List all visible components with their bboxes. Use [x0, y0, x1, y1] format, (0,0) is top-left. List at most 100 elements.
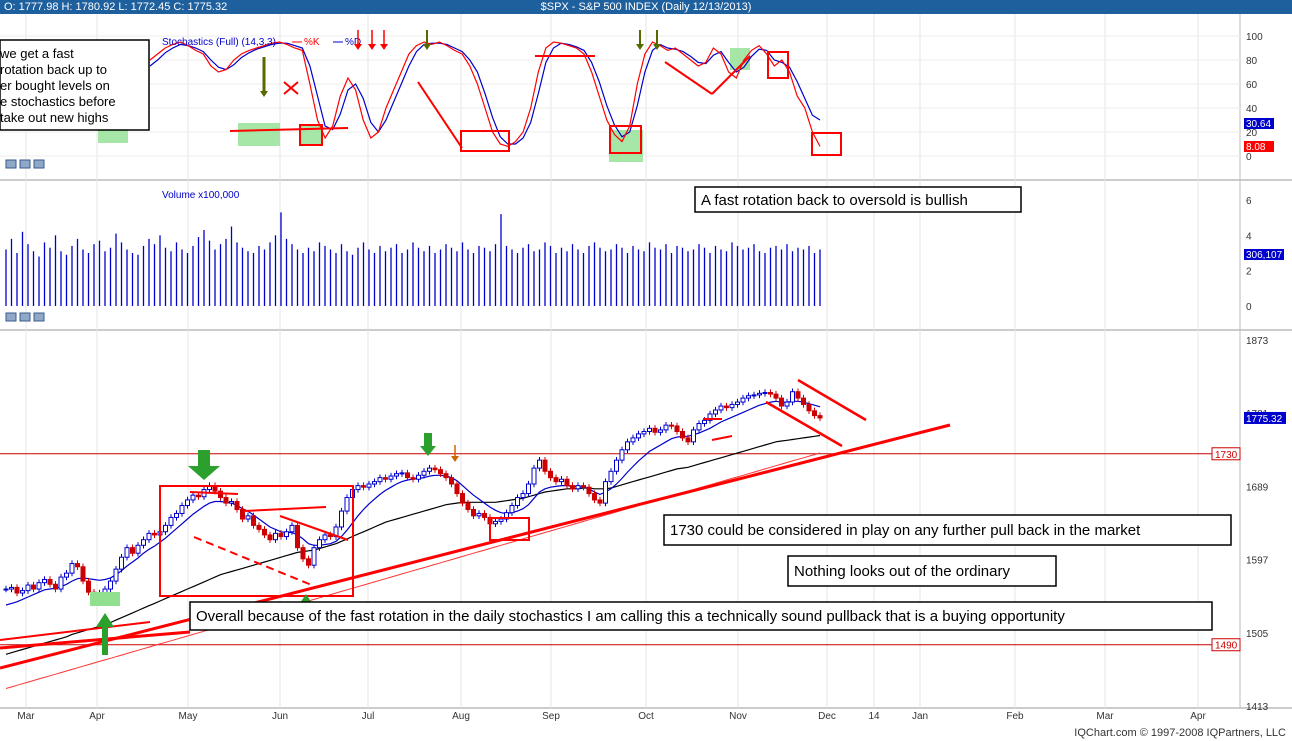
x-tick-label: Nov	[729, 711, 747, 722]
price-candle	[735, 401, 740, 405]
price-candle	[306, 558, 311, 566]
price-candle	[597, 499, 603, 504]
ma-long-line	[5, 434, 821, 655]
price-candle	[141, 539, 146, 546]
stoch-k-line	[149, 41, 821, 148]
price-candle	[328, 534, 333, 538]
stoch-down-arrow-head	[368, 44, 376, 50]
ordinary-note-box	[787, 555, 1057, 587]
ohlc-readout: O: 1777.98 H: 1780.92 L: 1772.45 C: 1775…	[4, 1, 228, 13]
price-down-arrow-head	[451, 456, 459, 462]
channel-upper	[797, 378, 867, 422]
price-candle	[190, 494, 196, 501]
price-candle	[421, 470, 427, 476]
price-candle	[311, 547, 317, 566]
stoch-annot-line	[229, 127, 349, 132]
x-tick-label: Feb	[1006, 711, 1024, 722]
price-candle	[498, 518, 504, 522]
stoch-annot-line	[664, 61, 713, 95]
big-down-arrow-head	[188, 466, 220, 480]
price-candle	[399, 472, 405, 475]
price-candle	[69, 563, 75, 574]
price-candle	[581, 485, 586, 488]
price-candle	[31, 584, 36, 590]
price-candle	[509, 504, 515, 514]
price-candle	[218, 490, 223, 499]
price-candle	[680, 431, 685, 439]
price-candle	[300, 547, 306, 560]
price-candle	[273, 532, 278, 541]
price-tick-label: 1505	[1246, 629, 1269, 640]
price-candle	[449, 477, 454, 485]
price-candle	[108, 580, 113, 590]
price-candle	[669, 424, 674, 427]
stoch-note-box	[0, 39, 150, 131]
price-annot-line	[189, 491, 239, 495]
price-candle	[691, 429, 696, 443]
stoch-annot-box	[299, 124, 323, 146]
price-candle	[570, 485, 575, 490]
level-note: 1730 could be considered in play on any …	[670, 522, 1141, 539]
price-last-tag	[1244, 411, 1286, 424]
ma-short-line	[5, 400, 821, 606]
stoch-down-arrow-head	[636, 44, 644, 50]
x-tick-label: Mar	[17, 711, 35, 722]
price-candle	[751, 394, 757, 397]
price-candle	[9, 586, 14, 590]
volume-tick-label: 0	[1246, 302, 1252, 313]
price-annot-line	[279, 515, 349, 541]
price-annot-line	[711, 435, 733, 441]
stoch-highlight-box	[730, 48, 750, 70]
price-candle	[196, 494, 201, 498]
price-candle	[25, 584, 31, 592]
price-candle	[267, 534, 273, 541]
chart-title: $SPX - S&P 500 INDEX (Daily 12/13/2013)	[540, 1, 752, 13]
price-candle	[553, 477, 559, 483]
price-tick-label: 1873	[1246, 336, 1269, 347]
stoch-tick-label: 0	[1246, 152, 1252, 163]
price-candle	[47, 578, 53, 585]
price-candle	[542, 459, 548, 472]
price-candle	[146, 532, 152, 541]
price-candle	[702, 419, 707, 425]
trendline-lower	[0, 630, 191, 650]
price-candle	[619, 449, 625, 461]
price-candle	[713, 409, 718, 415]
stoch-down-arrow-head	[380, 44, 388, 50]
stoch-down-arrow-head	[423, 44, 431, 50]
price-candle	[537, 459, 542, 469]
stoch-k-tag	[1244, 118, 1274, 129]
stoch-down-arrow-head	[260, 91, 268, 97]
price-candle	[515, 497, 520, 506]
price-candle	[80, 566, 86, 582]
price-candle	[20, 590, 25, 594]
price-candle	[575, 485, 581, 490]
price-candle	[377, 477, 383, 483]
up-arrow-shaft	[102, 627, 108, 655]
price-candle	[636, 433, 641, 439]
price-candle	[696, 423, 702, 431]
price-candle	[322, 534, 328, 541]
stoch-annot-box	[609, 125, 642, 154]
up-arrow-head	[96, 613, 114, 627]
stoch-annot-line	[417, 81, 463, 149]
price-candle	[36, 582, 42, 590]
volume-label: Volume x100,000	[162, 190, 240, 201]
volume-last-value: 306,107	[1246, 250, 1283, 261]
price-candle	[663, 424, 669, 431]
trendline-main	[0, 423, 951, 670]
price-candle	[152, 532, 157, 536]
price-candle	[135, 544, 141, 554]
stoch-note-line: take out new highs	[0, 110, 109, 125]
oversold-note: A fast rotation back to oversold is bull…	[701, 192, 968, 209]
price-candle	[773, 393, 779, 399]
price-candle	[124, 547, 130, 558]
stoch-label: Stochastics (Full) (14,3,3)	[162, 37, 276, 48]
price-tick-label: 1413	[1246, 702, 1269, 713]
ordinary-note: Nothing looks out of the ordinary	[794, 563, 1010, 580]
price-candle	[53, 583, 58, 590]
price-candle	[685, 437, 691, 443]
price-candle	[295, 524, 300, 549]
stoch-d-line	[149, 42, 821, 145]
